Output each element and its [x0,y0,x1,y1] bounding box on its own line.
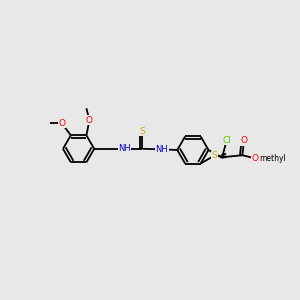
Text: S: S [140,127,146,136]
Text: O: O [251,154,259,163]
Text: O: O [86,116,93,125]
Text: NH: NH [118,144,131,153]
Text: methyl: methyl [260,154,286,163]
Text: S: S [212,151,217,160]
Text: Cl: Cl [222,136,231,145]
Text: NH: NH [156,145,168,154]
Text: O: O [240,136,247,146]
Text: O: O [58,119,65,128]
